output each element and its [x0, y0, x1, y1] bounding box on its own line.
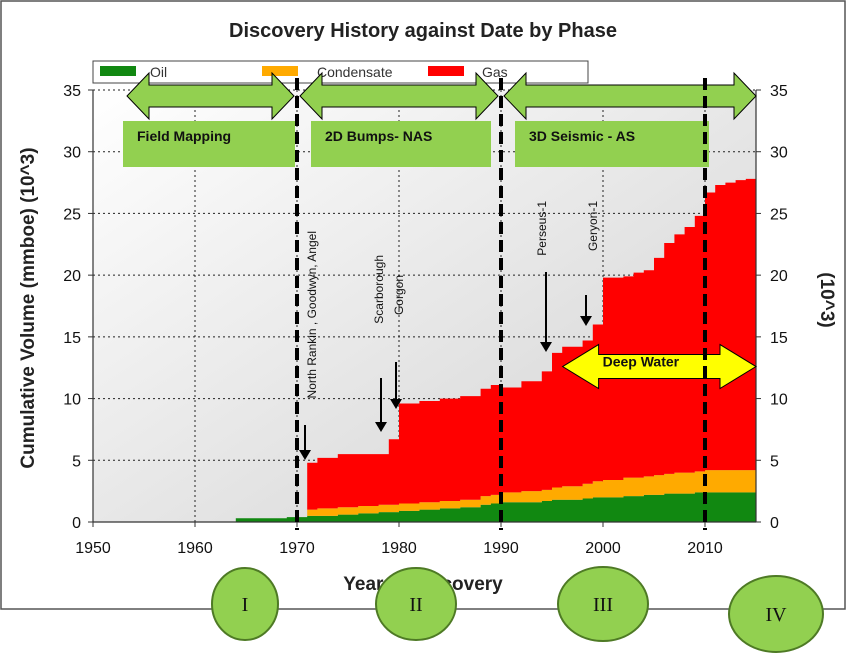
- era-circle: [375, 567, 457, 641]
- y-tick-label: 0: [72, 515, 81, 532]
- x-tick-label: 1950: [75, 540, 111, 557]
- y-tick-label-right: 25: [770, 206, 788, 223]
- phase-label: 3D Seismic - AS: [529, 128, 635, 144]
- legend-label-condensate: Condensate: [317, 64, 393, 80]
- discovery-label: Gorgon: [392, 275, 406, 315]
- deep-water-label: Deep Water: [603, 354, 680, 370]
- phase-arrow: [299, 71, 499, 121]
- area-oil: [235, 492, 757, 522]
- legend-box: [92, 60, 589, 84]
- phase-label-box: [515, 121, 709, 167]
- chart-title: Discovery History against Date by Phase: [229, 20, 617, 42]
- discovery-label: Scarborough: [372, 255, 386, 324]
- y-tick-label-right: 20: [770, 268, 788, 285]
- y-tick-label-right: 15: [770, 330, 788, 347]
- phase-label: 2D Bumps- NAS: [325, 128, 432, 144]
- y-axis-label: Cumulative Volume (mmboe) (10^3): [18, 147, 39, 468]
- phase-arrow: [126, 71, 295, 121]
- phase-overlays: Field Mapping 2D Bumps- NAS 3D Seismic - A…: [123, 71, 757, 390]
- discovery-label: North Rankin , Goodwyn, Angel: [305, 231, 319, 398]
- x-tick-label: 2010: [687, 540, 723, 557]
- phase-arrow: [503, 71, 757, 121]
- legend-label-oil: Oil: [150, 64, 167, 80]
- era-circles: I II III IV: [211, 566, 824, 653]
- discovery-label: Geryon-1: [586, 201, 600, 251]
- y-tick-label: 25: [63, 206, 81, 223]
- x-tick-label: 2000: [585, 540, 621, 557]
- era-label: I: [242, 594, 249, 616]
- stacked-areas: [235, 176, 757, 522]
- x-tick-label: 1990: [483, 540, 519, 557]
- era-label: II: [409, 594, 422, 616]
- phase-label-box: [123, 121, 295, 167]
- discovery-arrow-head: [580, 316, 592, 326]
- era-circle: [557, 566, 649, 642]
- y-tick-label-right: 35: [770, 83, 788, 100]
- phase-label-box: [311, 121, 491, 167]
- axes: 0 0 5 5 10 10 15 15 20 20 25 25 30 30 35 35 1950 1960 1970…: [63, 83, 788, 557]
- area-gas: [235, 176, 757, 519]
- discovery-annotations: North Rankin , Goodwyn, Angel Scarborough…: [299, 201, 600, 460]
- y-tick-label: 15: [63, 330, 81, 347]
- x-tick-label: 1980: [381, 540, 417, 557]
- y-tick-label-right: 0: [770, 515, 779, 532]
- x-tick-label: 1970: [279, 540, 315, 557]
- area-condensate: [235, 470, 757, 519]
- era-circle: [728, 575, 824, 653]
- y-tick-label-right: 10: [770, 392, 788, 409]
- x-tick-label: 1960: [177, 540, 213, 557]
- legend-label-gas: Gas: [482, 64, 508, 80]
- legend-swatch-condensate: [262, 66, 298, 76]
- y-tick-label: 20: [63, 268, 81, 285]
- discovery-arrow-head: [390, 399, 402, 409]
- era-label: III: [593, 594, 613, 616]
- y-tick-label: 30: [63, 145, 81, 162]
- era-circle: [211, 567, 279, 641]
- era-label: IV: [765, 604, 787, 626]
- discovery-arrow-head: [540, 342, 552, 352]
- deep-water-arrow: [561, 343, 757, 390]
- legend-swatch-oil: [100, 66, 136, 76]
- legend-swatch-gas: [428, 66, 464, 76]
- phase-dividers: [295, 78, 707, 530]
- discovery-arrow-head: [375, 422, 387, 432]
- y-tick-label: 10: [63, 392, 81, 409]
- y-tick-label-right: 5: [770, 453, 779, 470]
- legend: Oil Condensate Gas: [92, 60, 589, 84]
- discovery-arrow-head: [299, 450, 311, 460]
- y-tick-label: 35: [63, 83, 81, 100]
- y-axis-label-right: (10^3): [816, 272, 837, 327]
- phase-label: Field Mapping: [137, 128, 231, 144]
- y-tick-label-right: 30: [770, 145, 788, 162]
- discovery-label: Perseus-1: [535, 201, 549, 256]
- y-tick-label: 5: [72, 453, 81, 470]
